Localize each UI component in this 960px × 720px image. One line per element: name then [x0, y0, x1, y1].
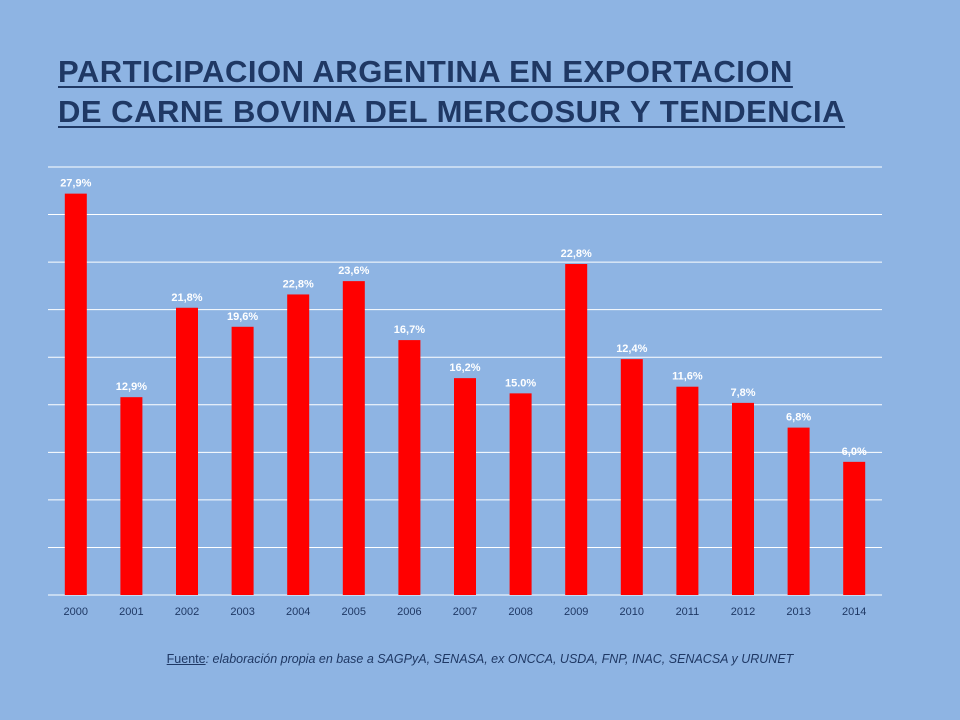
bar [64, 193, 87, 595]
bar [454, 378, 476, 595]
data-label: 19,6% [227, 311, 258, 323]
data-label: 21,8% [171, 292, 202, 304]
bar [509, 393, 532, 595]
x-tick-label: 2013 [786, 606, 810, 618]
source-text: : elaboración propia en base a SAGPyA, S… [205, 652, 794, 666]
data-label: 23,6% [338, 265, 369, 277]
x-tick-label: 2002 [175, 606, 199, 618]
x-tick-label: 2009 [564, 606, 588, 618]
bar [231, 326, 254, 595]
data-label: 6,8% [786, 412, 811, 424]
bar [787, 427, 810, 595]
data-label: 22,8% [283, 278, 314, 290]
bar [120, 397, 143, 595]
bar [620, 359, 643, 595]
page-title: PARTICIPACION ARGENTINA EN EXPORTACION D… [58, 52, 948, 132]
data-label: 11,6% [672, 371, 703, 383]
data-label: 27,9% [60, 178, 91, 190]
source-label: Fuente [166, 652, 206, 666]
data-label: 12,9% [116, 381, 147, 393]
data-label: 7,8% [730, 387, 755, 399]
x-tick-label: 2008 [508, 606, 532, 618]
title-line-1: PARTICIPACION ARGENTINA EN EXPORTACION [58, 54, 793, 89]
x-tick-label: 2010 [620, 606, 644, 618]
data-label: 16,2% [449, 362, 480, 374]
data-label: 22,8% [561, 248, 592, 260]
bar [398, 340, 421, 595]
bar [342, 281, 365, 595]
bar [676, 386, 699, 595]
data-label: 6,0% [842, 446, 867, 458]
x-tick-label: 2012 [731, 606, 755, 618]
source-note: Fuente: elaboración propia en base a SAG… [0, 652, 960, 666]
bar [287, 294, 310, 595]
x-tick-label: 2005 [342, 606, 366, 618]
x-tick-label: 2011 [676, 606, 700, 618]
bar [843, 461, 866, 595]
x-tick-label: 2003 [230, 606, 254, 618]
data-label: 15.0% [505, 377, 536, 389]
bar [176, 307, 198, 595]
data-label: 12,4% [616, 343, 647, 355]
x-tick-label: 2004 [286, 606, 310, 618]
bar [565, 264, 588, 595]
title-line-2: DE CARNE BOVINA DEL MERCOSUR Y TENDENCIA [58, 94, 846, 129]
x-tick-label: 2006 [397, 606, 421, 618]
bar [732, 402, 754, 595]
x-tick-label: 2000 [64, 606, 88, 618]
x-tick-label: 2001 [119, 606, 143, 618]
data-label: 16,7% [394, 324, 425, 336]
x-tick-label: 2014 [842, 606, 866, 618]
x-tick-label: 2007 [453, 606, 477, 618]
